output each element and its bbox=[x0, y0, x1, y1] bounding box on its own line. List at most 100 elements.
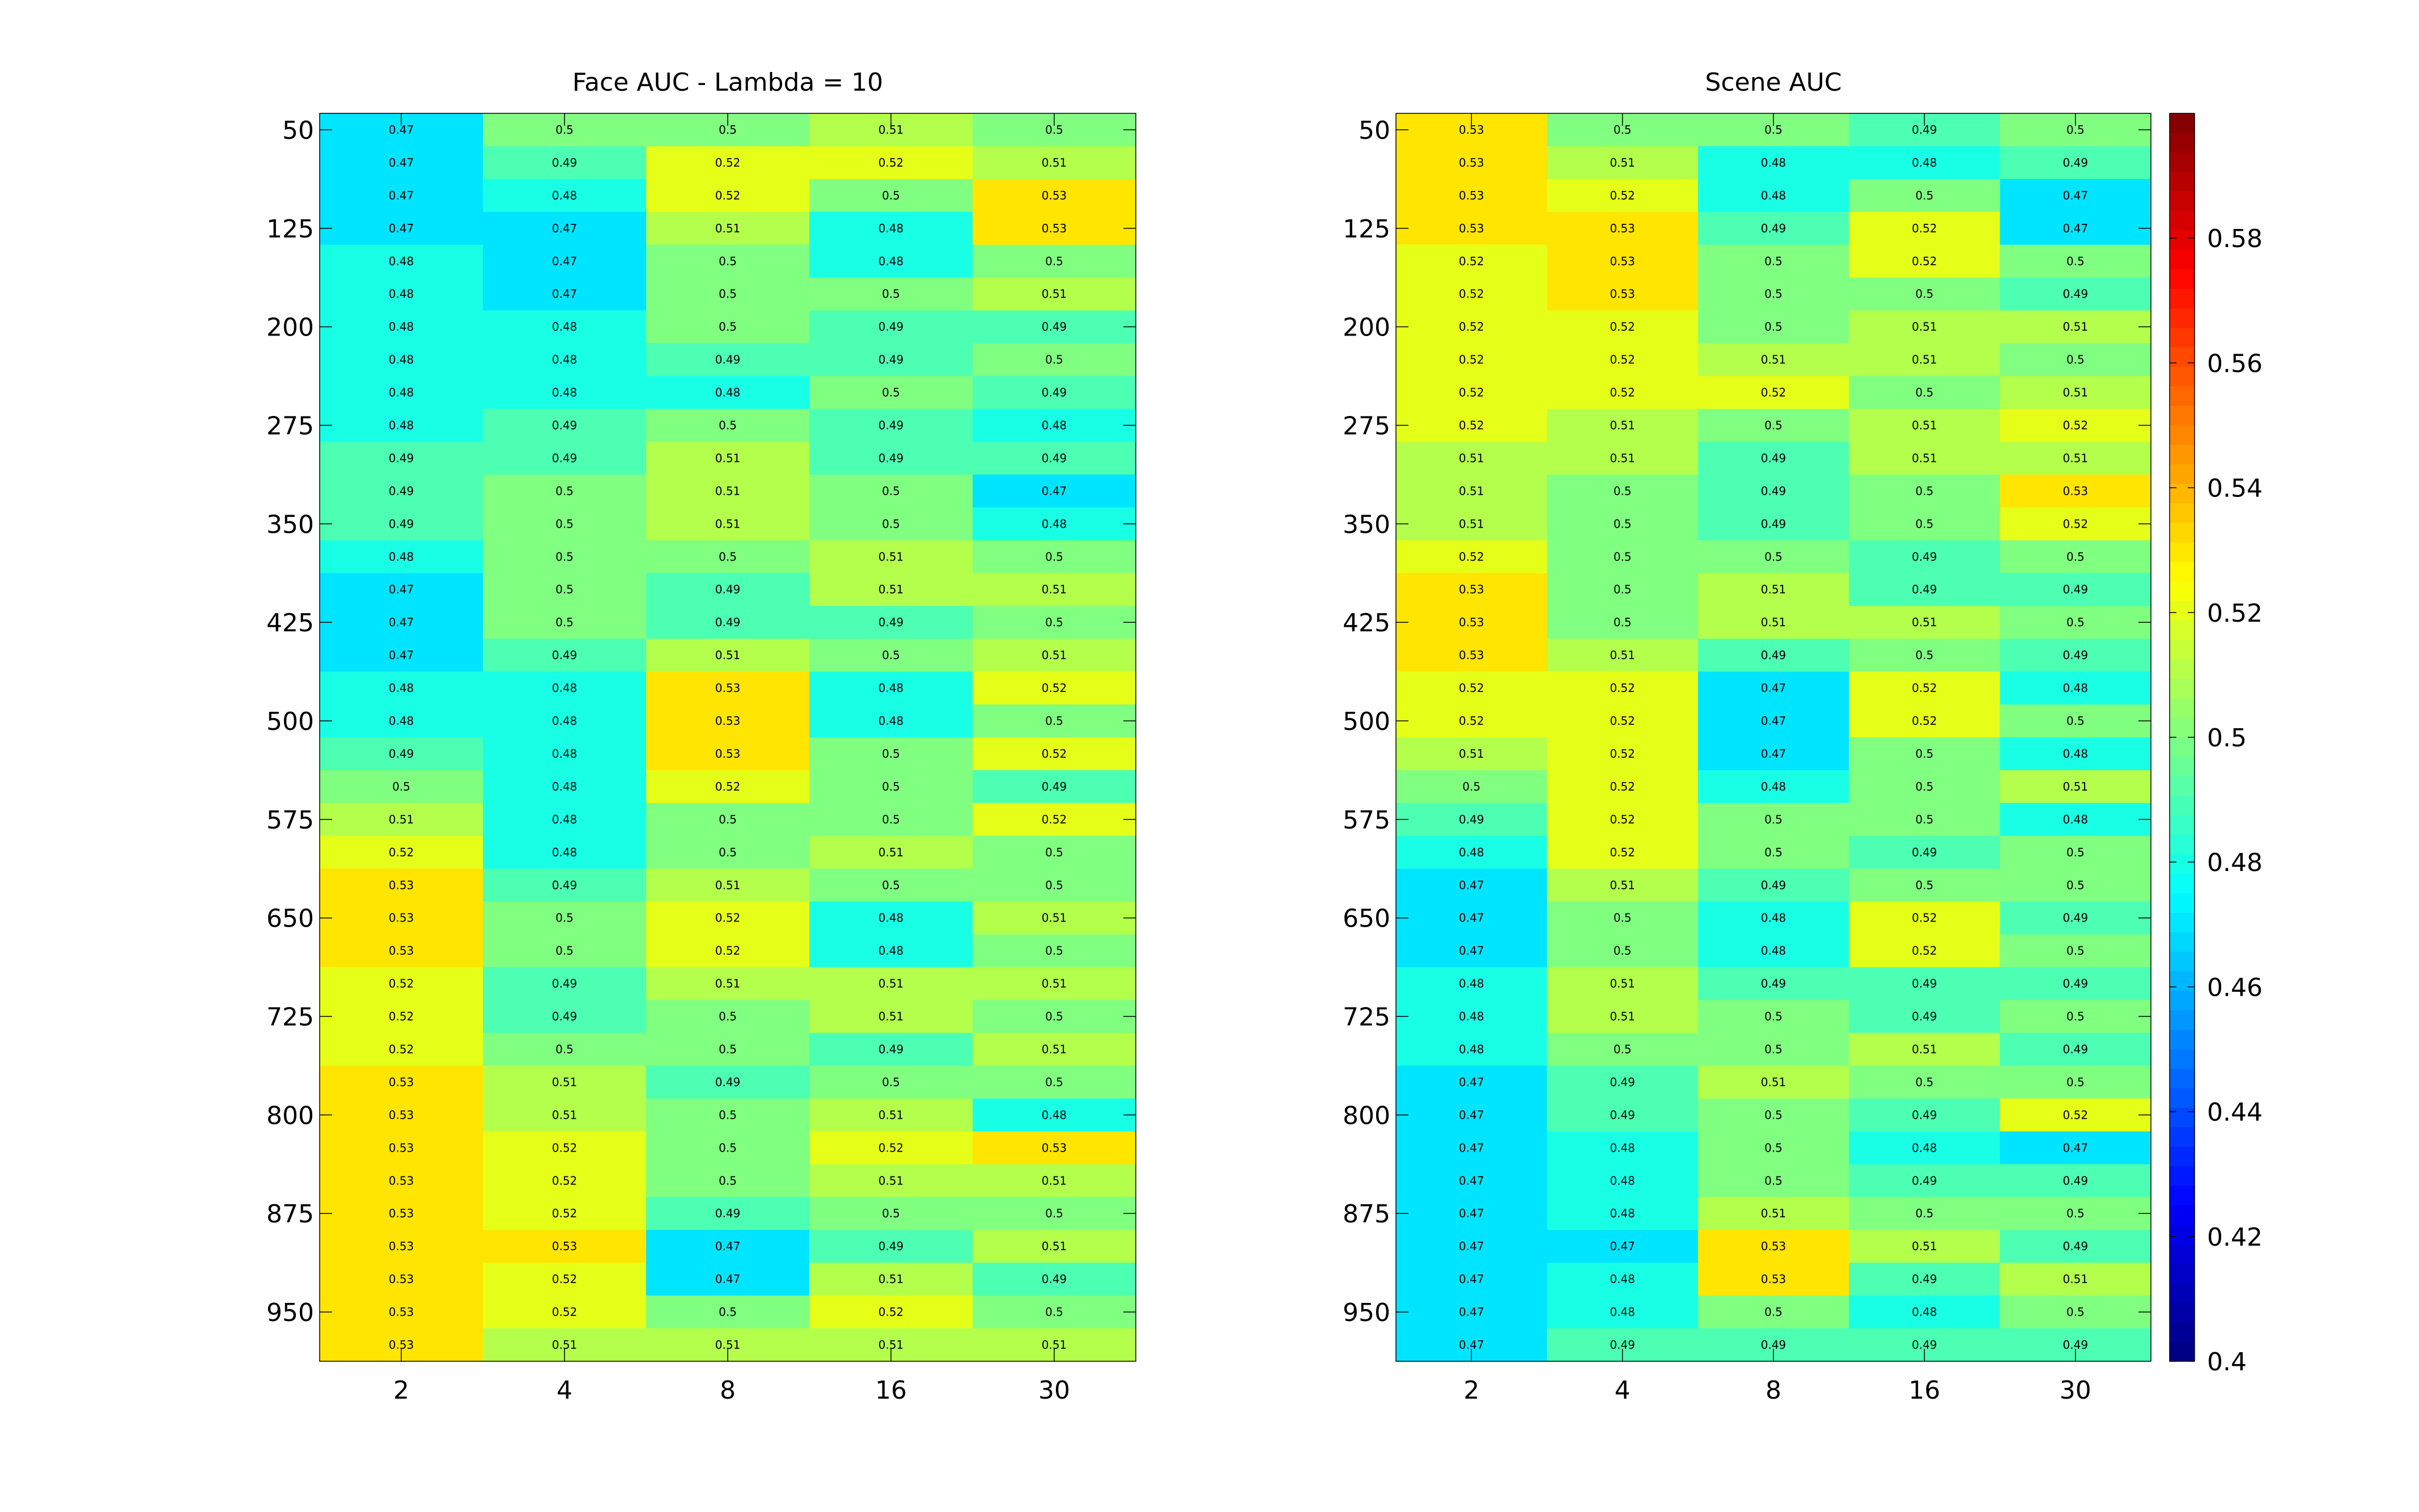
heatmap-cell bbox=[2000, 835, 2151, 869]
heatmap-cell bbox=[1697, 540, 1849, 574]
cell-value-label: 0.5 bbox=[1614, 484, 1632, 498]
cell-value-label: 0.51 bbox=[715, 648, 741, 662]
heatmap-cell bbox=[1697, 1263, 1849, 1296]
heatmap-cell bbox=[1396, 376, 1547, 410]
heatmap-cell bbox=[646, 244, 810, 278]
colorbar-segment bbox=[2170, 191, 2195, 211]
cell-value-label: 0.51 bbox=[1610, 156, 1635, 169]
cell-value-label: 0.51 bbox=[1912, 451, 1937, 465]
cell-value-label: 0.5 bbox=[1045, 550, 1063, 563]
cell-value-label: 0.49 bbox=[879, 615, 904, 629]
cell-value-label: 0.49 bbox=[879, 353, 904, 367]
heatmap-cell bbox=[973, 639, 1136, 672]
cell-value-label: 0.5 bbox=[1045, 353, 1063, 367]
cell-value-label: 0.53 bbox=[1459, 615, 1484, 629]
heatmap-cell bbox=[973, 376, 1136, 410]
cell-value-label: 0.51 bbox=[1912, 1043, 1937, 1056]
cell-value-label: 0.49 bbox=[715, 353, 741, 367]
cell-value-label: 0.5 bbox=[882, 648, 900, 662]
cell-value-label: 0.51 bbox=[389, 813, 414, 826]
colorbar-segment bbox=[2170, 620, 2195, 640]
cell-value-label: 0.49 bbox=[1912, 550, 1937, 563]
cell-value-label: 0.49 bbox=[2063, 1174, 2089, 1187]
heatmap-cell bbox=[483, 244, 647, 278]
cell-value-label: 0.5 bbox=[1045, 714, 1063, 728]
cell-value-label: 0.47 bbox=[1459, 1305, 1484, 1319]
cell-value-label: 0.48 bbox=[1610, 1174, 1635, 1187]
heatmap-cell bbox=[1547, 868, 1699, 902]
cell-value-label: 0.48 bbox=[1459, 1010, 1484, 1023]
colorbar-segment bbox=[2170, 152, 2195, 172]
colorbar-segment bbox=[2170, 483, 2195, 504]
cell-value-label: 0.53 bbox=[1610, 287, 1635, 301]
heatmap-cell bbox=[2000, 967, 2151, 1001]
cell-value-label: 0.47 bbox=[1610, 1239, 1635, 1253]
cell-value-label: 0.52 bbox=[1610, 353, 1635, 367]
heatmap-cell bbox=[1547, 606, 1699, 639]
colorbar-segment bbox=[2170, 601, 2195, 621]
heatmap-cell bbox=[320, 1164, 483, 1197]
cell-value-label: 0.49 bbox=[879, 419, 904, 432]
heatmap-cell bbox=[320, 1000, 483, 1034]
heatmap-cell bbox=[1849, 376, 2001, 410]
cell-value-label: 0.48 bbox=[2063, 747, 2089, 761]
cell-value-label: 0.47 bbox=[1459, 878, 1484, 892]
cell-value-label: 0.48 bbox=[879, 714, 904, 728]
y-tick-label: 800 bbox=[266, 1101, 314, 1130]
cell-value-label: 0.53 bbox=[715, 714, 741, 728]
cell-value-label: 0.51 bbox=[552, 1075, 578, 1089]
cell-value-label: 0.49 bbox=[389, 747, 414, 761]
cell-value-label: 0.53 bbox=[1459, 156, 1484, 169]
heatmap-cell bbox=[1547, 540, 1699, 574]
cell-value-label: 0.49 bbox=[1761, 977, 1786, 991]
cell-value-label: 0.51 bbox=[715, 484, 741, 498]
cell-value-label: 0.48 bbox=[552, 747, 578, 761]
heatmap-cell bbox=[1547, 409, 1699, 443]
cell-value-label: 0.52 bbox=[1912, 911, 1937, 925]
cell-value-label: 0.49 bbox=[1042, 386, 1067, 400]
cell-value-label: 0.5 bbox=[882, 386, 900, 400]
cell-value-label: 0.49 bbox=[2063, 1239, 2089, 1253]
cell-value-label: 0.48 bbox=[552, 320, 578, 334]
cell-value-label: 0.5 bbox=[2066, 353, 2085, 367]
cell-value-label: 0.51 bbox=[552, 1108, 578, 1122]
cell-value-label: 0.51 bbox=[1912, 320, 1937, 334]
cell-value-label: 0.49 bbox=[389, 484, 414, 498]
colorbar-segment bbox=[2170, 269, 2195, 290]
y-tick-label: 350 bbox=[1343, 510, 1390, 539]
cell-value-label: 0.5 bbox=[1614, 550, 1632, 563]
heatmap-cell bbox=[483, 1098, 647, 1132]
cell-value-label: 0.51 bbox=[879, 1108, 904, 1122]
cell-value-label: 0.47 bbox=[1761, 681, 1786, 695]
cell-value-label: 0.52 bbox=[1912, 944, 1937, 958]
cell-value-label: 0.49 bbox=[389, 451, 414, 465]
heatmap-cell bbox=[973, 474, 1136, 508]
colorbar-segment bbox=[2170, 893, 2195, 914]
cell-value-label: 0.49 bbox=[1761, 517, 1786, 530]
cell-value-label: 0.48 bbox=[1610, 1141, 1635, 1154]
cell-value-label: 0.47 bbox=[1042, 484, 1067, 498]
cell-value-label: 0.51 bbox=[1459, 747, 1484, 761]
colorbar-tick-label: 0.5 bbox=[2207, 724, 2247, 753]
cell-value-label: 0.51 bbox=[1042, 287, 1067, 301]
cell-value-label: 0.52 bbox=[1610, 189, 1635, 202]
heatmap-cell bbox=[1849, 1263, 2001, 1296]
cell-value-label: 0.51 bbox=[715, 451, 741, 465]
cell-value-label: 0.51 bbox=[879, 583, 904, 596]
cell-value-label: 0.48 bbox=[1042, 419, 1067, 432]
heatmap-cell bbox=[1396, 1197, 1547, 1230]
colorbar-tick-label: 0.56 bbox=[2207, 349, 2263, 378]
cell-value-label: 0.52 bbox=[552, 1174, 578, 1187]
heatmap-cell bbox=[483, 1230, 647, 1263]
heatmap-cell bbox=[2000, 409, 2151, 443]
heatmap-cell bbox=[646, 1197, 810, 1230]
colorbar-segment bbox=[2170, 835, 2195, 855]
heatmap-cell bbox=[809, 376, 973, 410]
cell-value-label: 0.48 bbox=[1761, 944, 1786, 958]
cell-value-label: 0.5 bbox=[1614, 944, 1632, 958]
cell-value-label: 0.49 bbox=[879, 451, 904, 465]
heatmap-cell bbox=[1849, 1296, 2001, 1329]
cell-value-label: 0.5 bbox=[1915, 1207, 1933, 1220]
heatmap-cell bbox=[1396, 244, 1547, 278]
cell-value-label: 0.52 bbox=[1610, 714, 1635, 728]
